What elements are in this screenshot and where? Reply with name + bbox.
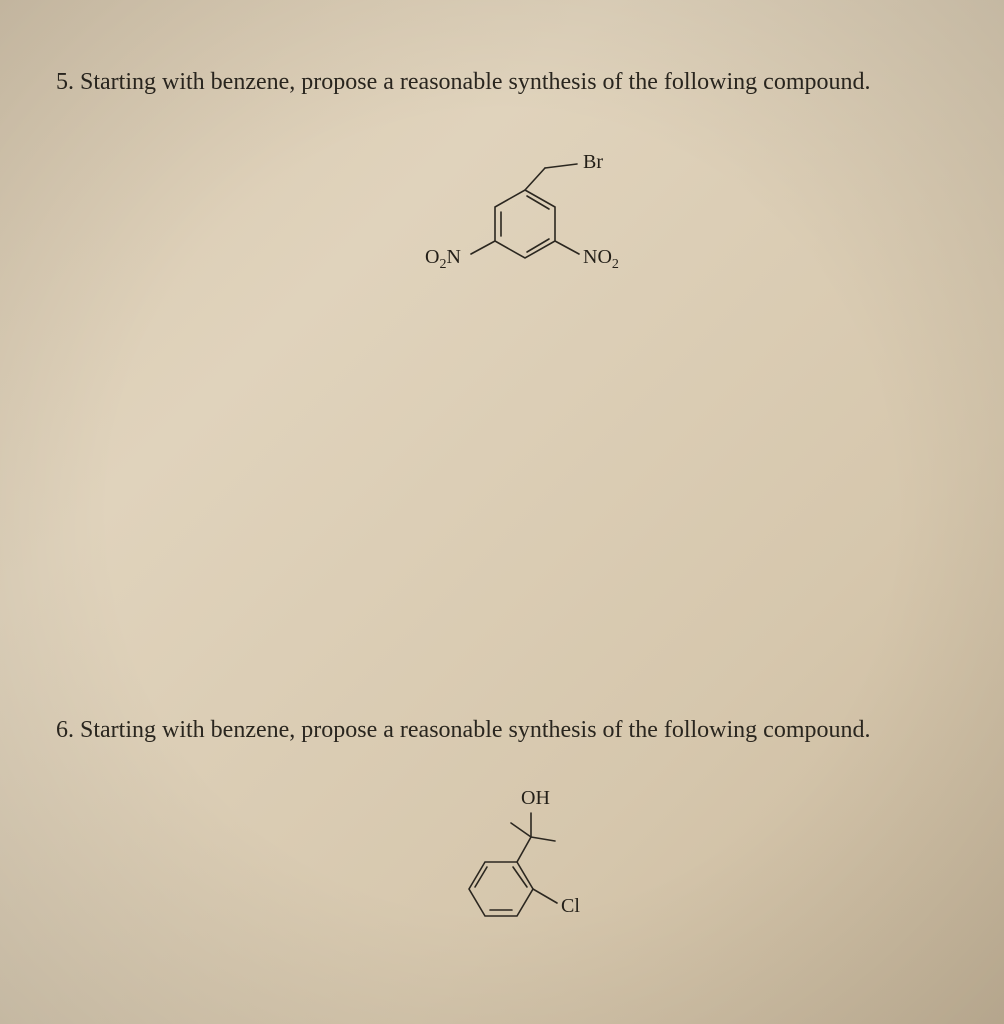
question-6: 6. Starting with benzene, propose a reas… bbox=[56, 714, 954, 746]
question-6-text: Starting with benzene, propose a reasona… bbox=[80, 717, 871, 743]
structure-6: OH Cl bbox=[425, 767, 625, 947]
question-5-text: Starting with benzene, propose a reasona… bbox=[80, 69, 871, 95]
bottom-space bbox=[56, 947, 954, 1024]
question-5: 5. Starting with benzene, propose a reas… bbox=[56, 66, 954, 98]
label-no2-sub: 2 bbox=[612, 257, 619, 272]
question-5-number: 5. bbox=[56, 69, 74, 95]
label-o2n-o: O bbox=[425, 246, 439, 268]
page: 5. Starting with benzene, propose a reas… bbox=[0, 0, 1004, 1024]
label-no2-no: NO bbox=[583, 246, 612, 268]
question-6-number: 6. bbox=[56, 717, 74, 743]
structure-5: Br O2N NO2 bbox=[415, 124, 675, 284]
label-o2n-n: N bbox=[446, 246, 460, 268]
label-o2n: O2N bbox=[425, 246, 461, 269]
label-no2: NO2 bbox=[583, 246, 619, 269]
label-br: Br bbox=[583, 151, 603, 174]
blank-space bbox=[56, 284, 954, 714]
label-oh: OH bbox=[521, 787, 550, 810]
label-cl: Cl bbox=[561, 895, 580, 918]
